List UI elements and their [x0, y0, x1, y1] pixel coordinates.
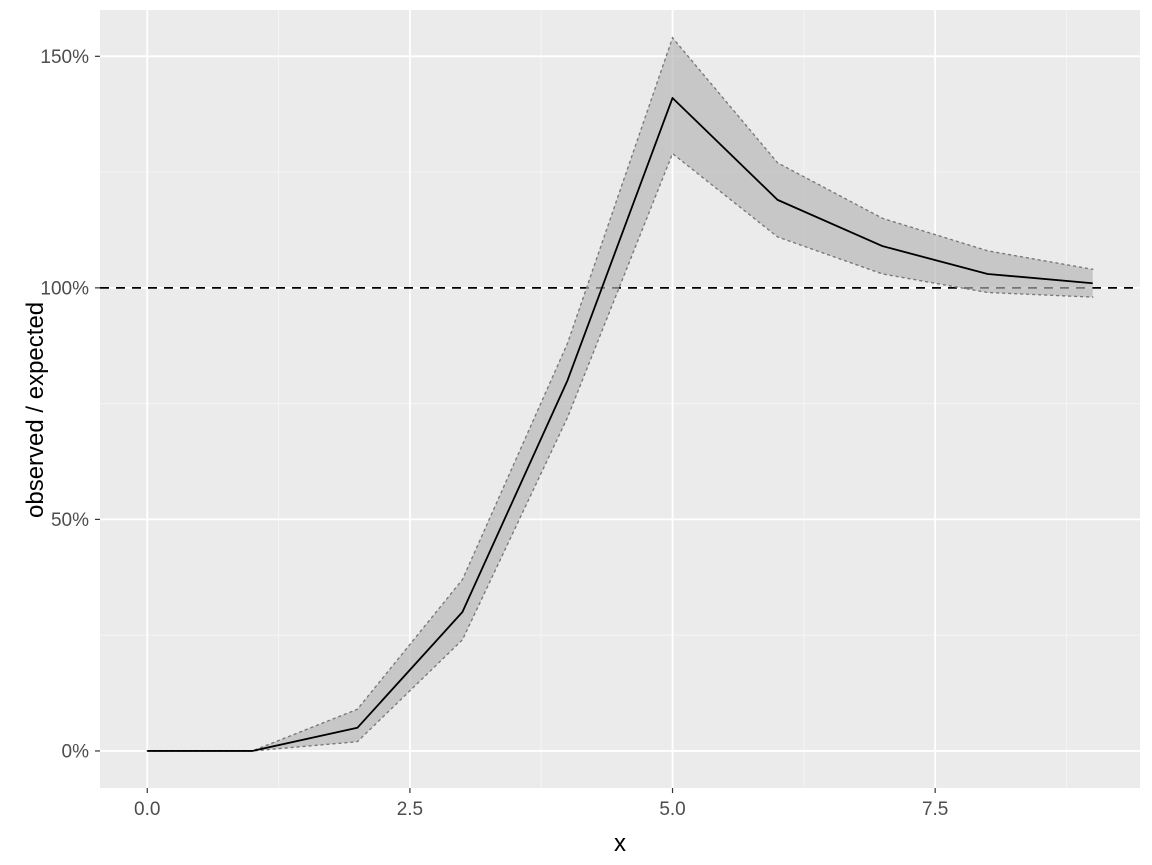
x-tick-label: 0.0: [134, 799, 160, 820]
y-tick-label: 50%: [51, 510, 89, 531]
x-tick-label: 5.0: [659, 799, 685, 820]
x-axis-title: x: [100, 830, 1140, 858]
y-axis-title: observed / expected: [22, 301, 50, 517]
x-tick-label: 2.5: [397, 799, 423, 820]
chart-container: 0.0 2.5 5.0 7.5 0% 50% 100% 150% observed / exp…: [0, 0, 1152, 865]
chart-svg: 0.0 2.5 5.0 7.5 0% 50% 100% 150%: [0, 0, 1152, 865]
y-tick-label: 0%: [62, 742, 90, 763]
y-tick-label: 150%: [40, 47, 89, 68]
x-tick-label: 7.5: [922, 799, 948, 820]
y-tick-label: 100%: [40, 279, 89, 300]
panel-bg: [100, 10, 1140, 788]
